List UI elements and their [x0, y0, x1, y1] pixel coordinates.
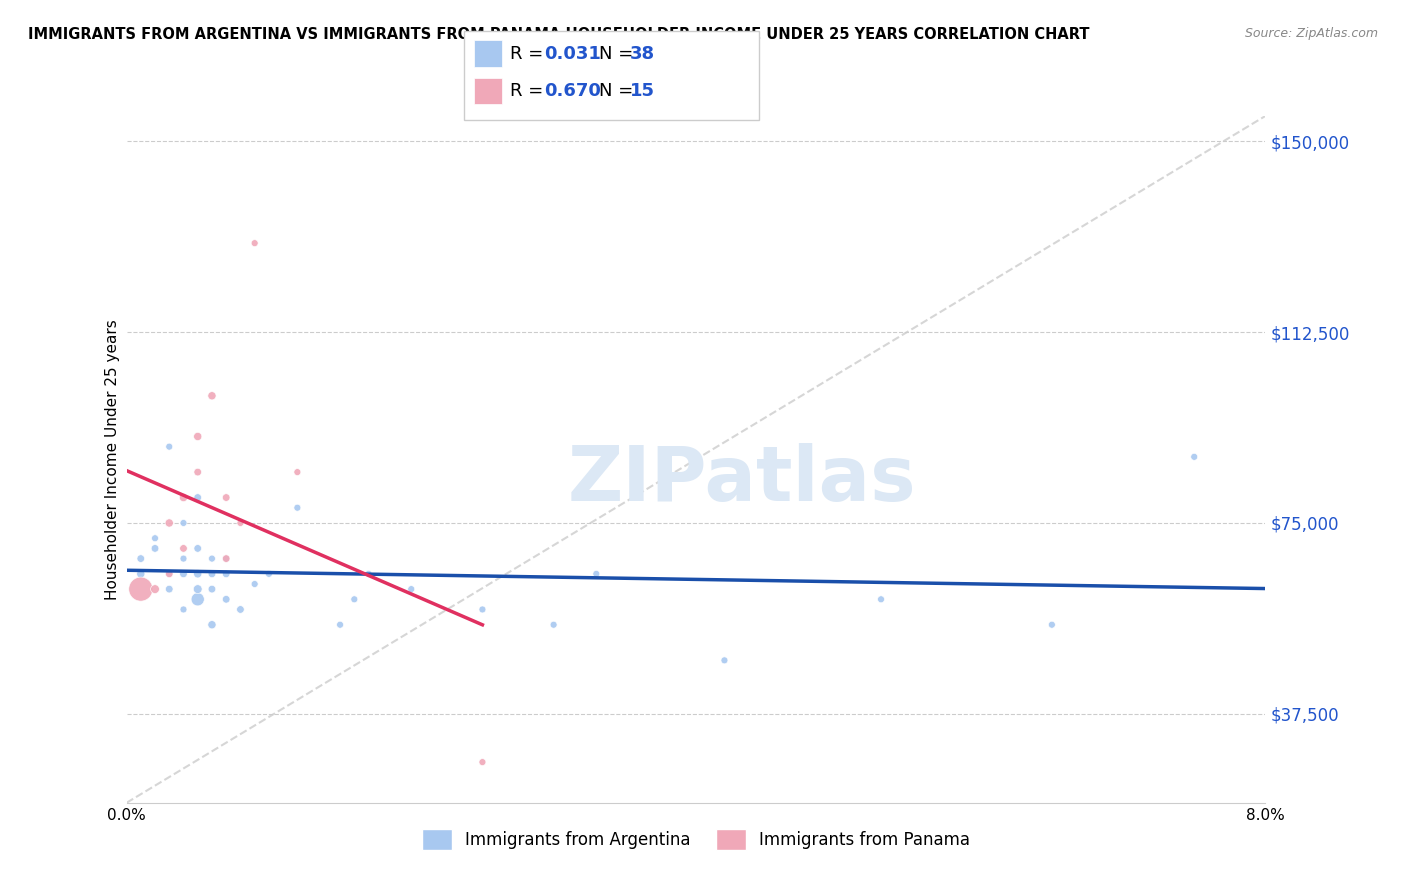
- Point: [357, 566, 380, 581]
- Point: [287, 500, 309, 515]
- Point: [870, 592, 893, 607]
- Point: [157, 566, 180, 581]
- Point: [229, 516, 252, 530]
- Text: N =: N =: [599, 45, 638, 62]
- Point: [201, 551, 224, 566]
- Point: [129, 551, 152, 566]
- Point: [713, 653, 735, 667]
- Point: [471, 602, 494, 616]
- Point: [187, 465, 209, 479]
- Legend: Immigrants from Argentina, Immigrants from Panama: Immigrants from Argentina, Immigrants fr…: [415, 822, 977, 856]
- Point: [215, 491, 238, 505]
- Text: R =: R =: [510, 45, 550, 62]
- Point: [129, 582, 152, 596]
- Point: [187, 592, 209, 607]
- Point: [215, 551, 238, 566]
- Point: [172, 516, 194, 530]
- Point: [172, 541, 194, 556]
- Point: [187, 582, 209, 596]
- Point: [187, 491, 209, 505]
- Point: [201, 582, 224, 596]
- Point: [157, 440, 180, 454]
- Point: [243, 236, 266, 251]
- Point: [201, 566, 224, 581]
- Point: [229, 602, 252, 616]
- Point: [143, 582, 166, 596]
- Point: [172, 566, 194, 581]
- Point: [287, 465, 309, 479]
- Point: [157, 516, 180, 530]
- Point: [172, 551, 194, 566]
- Point: [343, 592, 366, 607]
- Text: IMMIGRANTS FROM ARGENTINA VS IMMIGRANTS FROM PANAMA HOUSEHOLDER INCOME UNDER 25 : IMMIGRANTS FROM ARGENTINA VS IMMIGRANTS …: [28, 27, 1090, 42]
- Text: Source: ZipAtlas.com: Source: ZipAtlas.com: [1244, 27, 1378, 40]
- Point: [172, 491, 194, 505]
- Point: [215, 566, 238, 581]
- Text: R =: R =: [510, 82, 550, 100]
- Point: [187, 429, 209, 443]
- Y-axis label: Householder Income Under 25 years: Householder Income Under 25 years: [104, 319, 120, 599]
- Point: [243, 577, 266, 591]
- Point: [187, 541, 209, 556]
- Point: [329, 617, 352, 632]
- Point: [1182, 450, 1205, 464]
- Point: [471, 755, 494, 769]
- Point: [585, 566, 607, 581]
- Point: [201, 617, 224, 632]
- Text: 0.031: 0.031: [544, 45, 600, 62]
- Point: [543, 617, 565, 632]
- Point: [157, 582, 180, 596]
- Text: N =: N =: [599, 82, 638, 100]
- Point: [215, 551, 238, 566]
- Point: [143, 531, 166, 545]
- Point: [257, 566, 280, 581]
- Text: 0.670: 0.670: [544, 82, 600, 100]
- Point: [129, 566, 152, 581]
- Point: [201, 389, 224, 403]
- Point: [143, 541, 166, 556]
- Point: [172, 602, 194, 616]
- Text: ZIPatlas: ZIPatlas: [567, 443, 915, 517]
- Point: [215, 592, 238, 607]
- Point: [187, 566, 209, 581]
- Text: 15: 15: [630, 82, 655, 100]
- Point: [1040, 617, 1063, 632]
- Point: [157, 566, 180, 581]
- Text: 38: 38: [630, 45, 655, 62]
- Point: [401, 582, 423, 596]
